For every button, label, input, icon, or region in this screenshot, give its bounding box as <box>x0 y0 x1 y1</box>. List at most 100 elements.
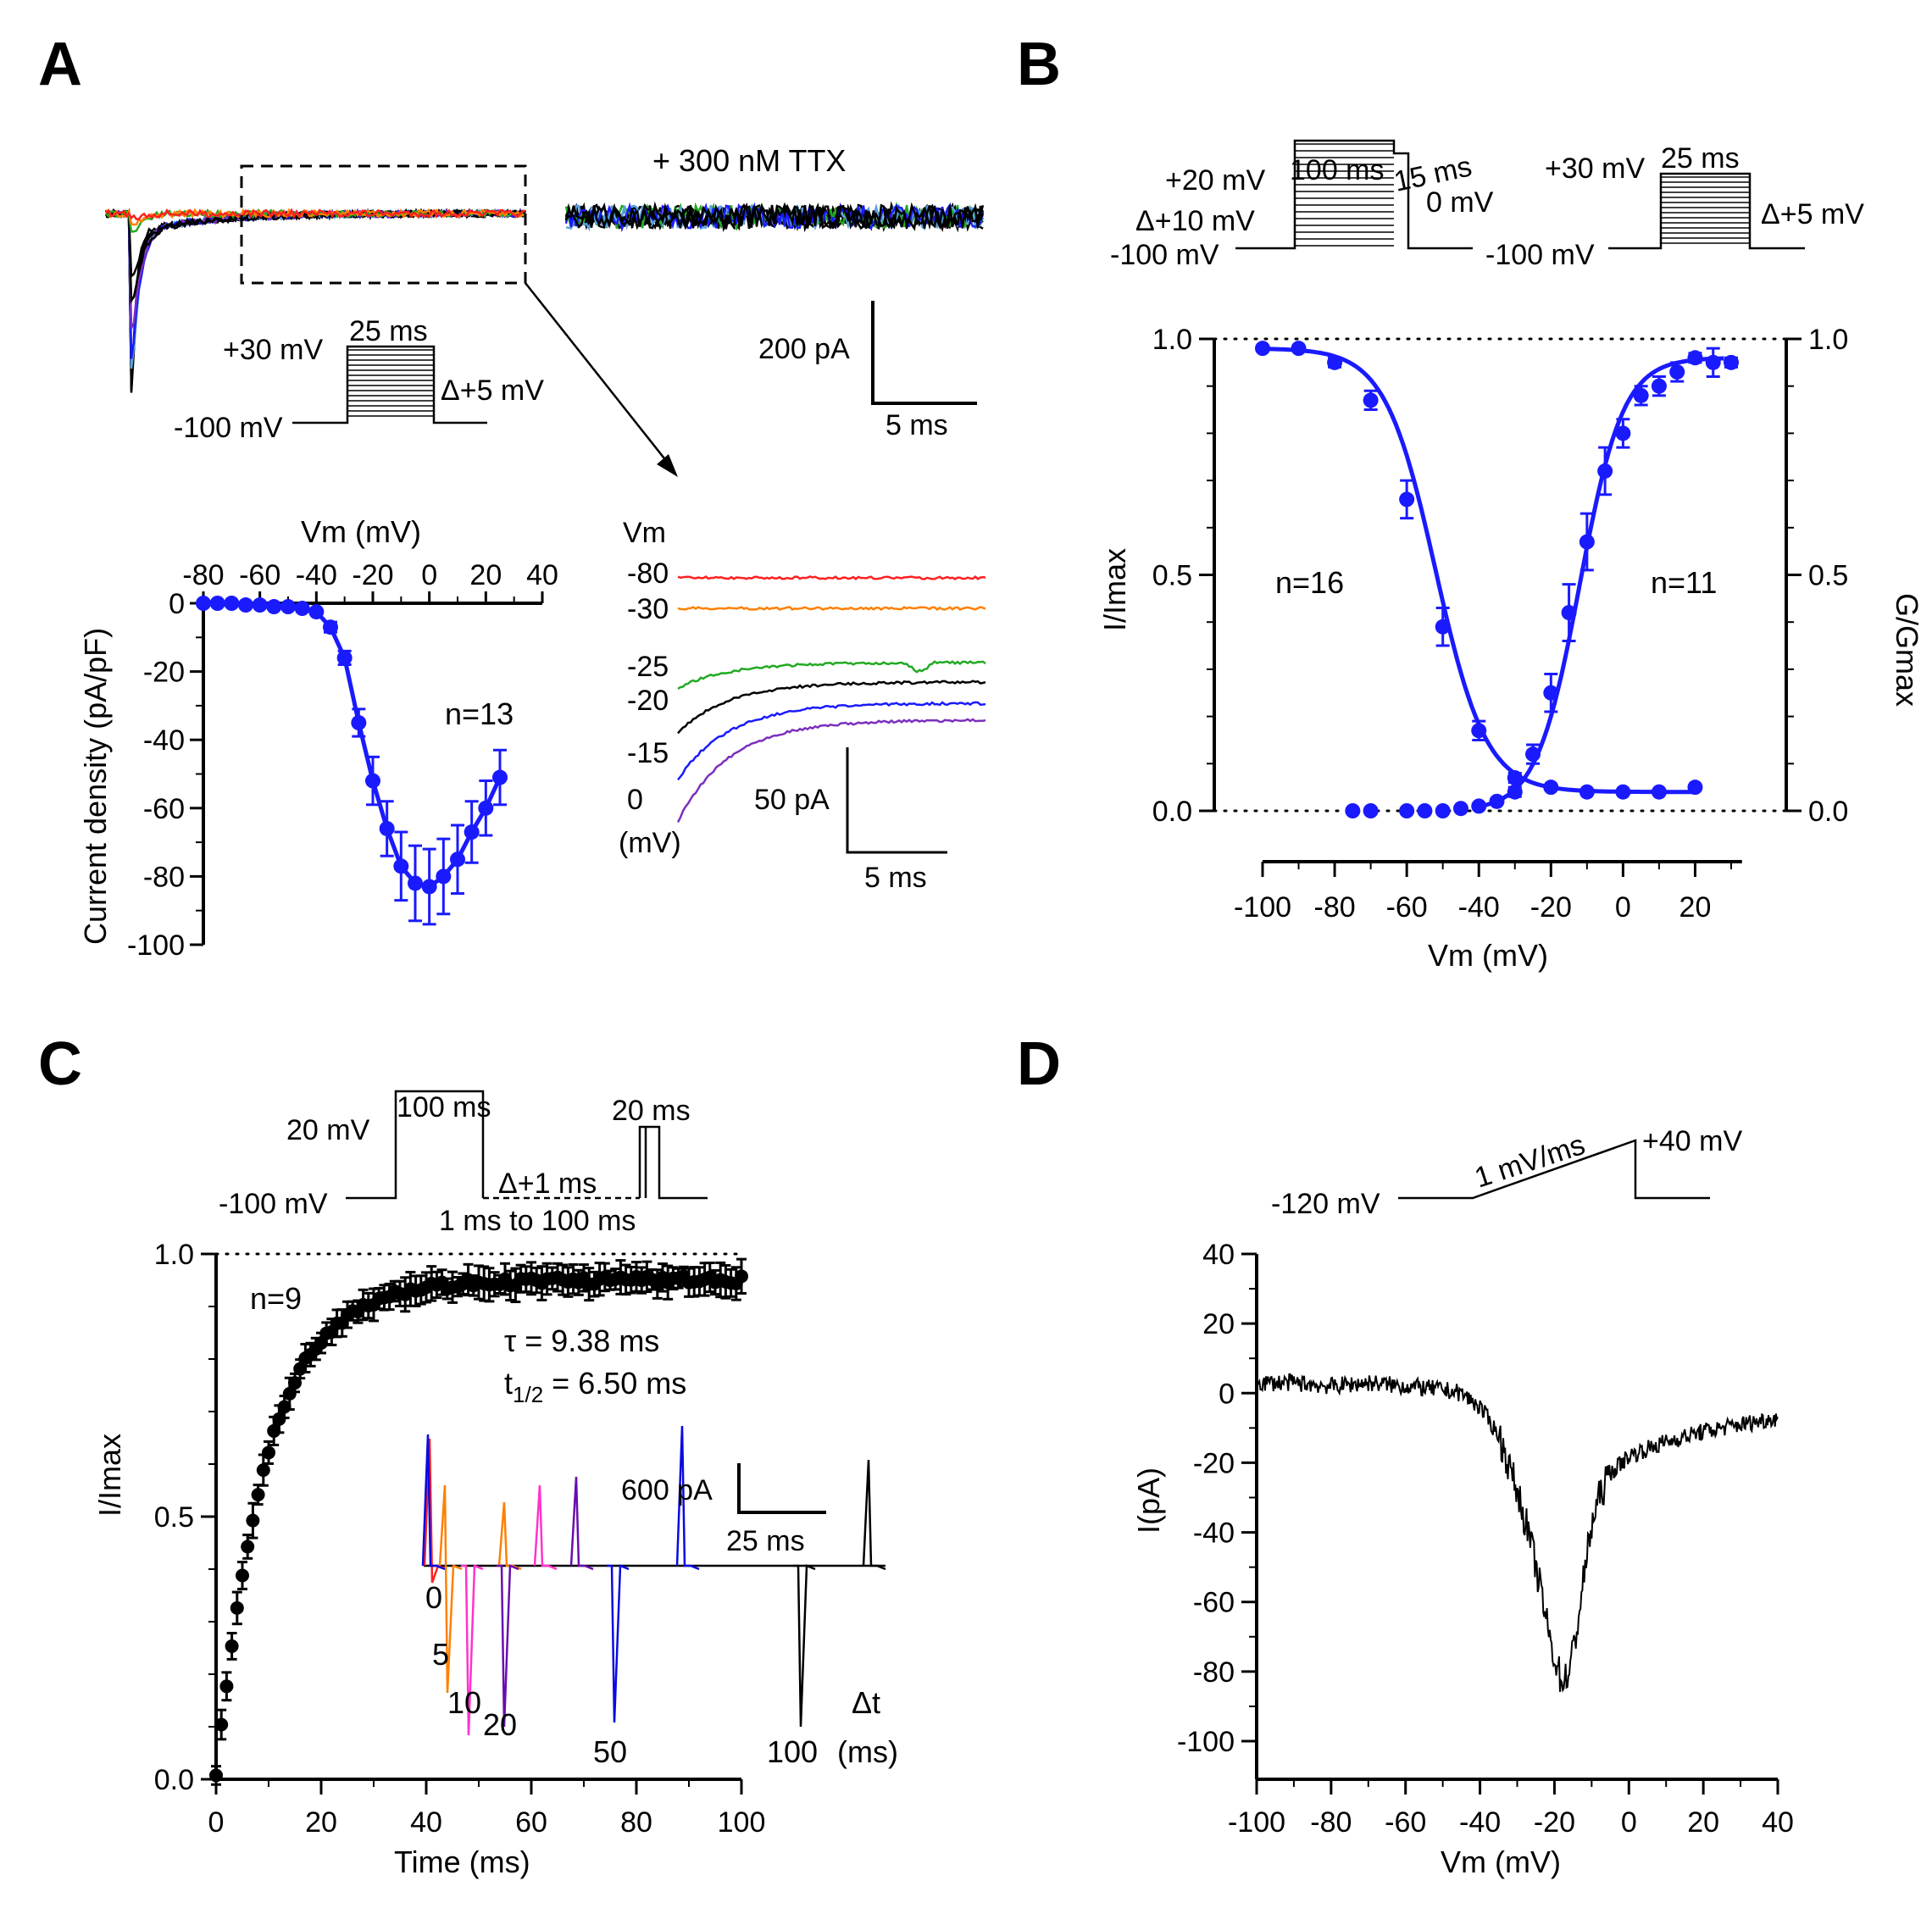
x-tick-label: -40 <box>1459 1806 1501 1839</box>
iv-data-point <box>393 858 409 874</box>
y-tick-label-left: 1.0 <box>1152 324 1192 356</box>
b-n-inactivation: n=16 <box>1275 565 1344 600</box>
panel-b: +20 mV Δ+10 mV -100 mV 100 ms 15 ms 0 mV… <box>1097 139 1924 973</box>
x-tick-label: -20 <box>1534 1806 1575 1839</box>
inactivation-data-point <box>1687 779 1703 796</box>
protocol-b-left-top: +20 mV <box>1165 164 1265 197</box>
x-tick-label: 100 <box>718 1806 766 1839</box>
x-tick-label: -20 <box>352 559 393 591</box>
zoom-arrow-line <box>525 282 675 471</box>
ramp-plot: 40 20 0 -20 -40 -60 -80 -100 -100 -80 -60 -40 -20 0 20… <box>1177 1239 1794 1839</box>
inset-spike <box>497 1501 522 1571</box>
protocol-b-right-steps <box>1661 176 1750 244</box>
inset-spike <box>569 1476 594 1571</box>
y-tick-label: 0.0 <box>154 1764 194 1796</box>
activation-data-point <box>1705 354 1721 370</box>
y-tick-label-left: 0.0 <box>1152 796 1192 828</box>
scale-bar-main <box>871 301 977 405</box>
panel-d: -120 mV 1 mV/ms +40 mV 40 20 0 -20 -40 -60 -80… <box>1131 1125 1794 1879</box>
protocol-d-top: +40 mV <box>1642 1125 1742 1157</box>
delay-label: 20 <box>483 1707 517 1742</box>
protocol-c-hold: -100 mV <box>219 1188 328 1220</box>
x-tick-label: -80 <box>1310 1806 1352 1839</box>
sodium-current-traces <box>104 207 527 393</box>
activation-data-point <box>1417 803 1433 818</box>
y-tick-label: -60 <box>1193 1587 1235 1619</box>
c-thalf: t1/2 = 6.50 ms <box>504 1366 686 1407</box>
inset-voltage-label: 0 <box>627 784 643 816</box>
inactivation-data-point <box>1651 784 1667 800</box>
recovery-data-point <box>209 1768 223 1783</box>
inset-voltage-label: -15 <box>627 737 669 769</box>
inset-trace <box>677 574 986 581</box>
y-tick-label-left: 0.5 <box>1152 560 1192 592</box>
protocol-b-right-hold: -100 mV <box>1485 239 1595 271</box>
inset-voltage-label: -80 <box>627 558 669 590</box>
x-tick-label: 20 <box>305 1806 337 1839</box>
d-ylabel: I(pA) <box>1131 1467 1166 1534</box>
ramp-current-trace <box>1256 1373 1779 1693</box>
c-ylabel: I/Imax <box>92 1434 127 1517</box>
inset-spike <box>497 1564 519 1728</box>
y-tick-label: -80 <box>1193 1656 1235 1689</box>
iv-data-point <box>196 596 211 611</box>
iv-data-point <box>209 596 225 611</box>
activation-data-point <box>1633 387 1649 403</box>
protocol-a <box>292 345 487 424</box>
inactivation-data-point <box>1435 619 1451 635</box>
x-tick-label: 20 <box>1679 891 1712 924</box>
inset-spike <box>607 1564 630 1723</box>
protocol-b-right-duration: 25 ms <box>1661 142 1740 175</box>
recovery-data-point <box>256 1463 270 1478</box>
delay-label: 100 <box>767 1734 818 1769</box>
activation-data-point <box>1561 605 1577 621</box>
inset-vm-header: Vm <box>623 517 666 549</box>
iv-data-point <box>478 800 494 816</box>
iv-data-point <box>421 879 437 895</box>
x-tick-label: 0 <box>1615 891 1631 924</box>
y-tick-label-right: 0.0 <box>1808 796 1848 828</box>
inactivation-data-point <box>1327 354 1343 370</box>
protocol-b-left <box>1235 139 1473 250</box>
inactivation-data-point <box>1579 784 1595 800</box>
recovery-data-point <box>214 1717 229 1732</box>
iv-data-point <box>436 868 452 885</box>
iv-data-point <box>450 852 465 868</box>
x-tick-label: 20 <box>1687 1806 1719 1839</box>
ttx-trace <box>565 202 985 232</box>
protocol-b-left-steps <box>1295 143 1394 247</box>
inactivation-data-point <box>1255 341 1270 357</box>
protocol-c-pulse2 <box>638 1125 708 1200</box>
iv-data-point <box>294 601 310 617</box>
iv-fit-line <box>203 601 502 890</box>
delay-label: 10 <box>447 1685 481 1720</box>
iv-xlabel: Vm (mV) <box>301 514 421 549</box>
protocol-b-left-step: Δ+10 mV <box>1135 205 1255 237</box>
current-trace <box>105 208 526 220</box>
iv-ylabel: Current density (pA/pF) <box>78 628 113 945</box>
c-tau: τ = 9.38 ms <box>504 1323 659 1358</box>
c-inset-scale-current: 600 pA <box>621 1474 713 1506</box>
ttx-traces <box>564 201 985 233</box>
protocol-c-top: 20 mV <box>286 1114 370 1146</box>
recovery-data-point <box>251 1488 265 1502</box>
protocol-d-hold: -120 mV <box>1271 1188 1380 1220</box>
x-tick-label: 60 <box>515 1806 547 1839</box>
c-thalf-prefix: t <box>504 1366 513 1401</box>
c-xlabel: Time (ms) <box>394 1845 530 1879</box>
recovery-data-point <box>225 1639 239 1653</box>
recovery-data-point <box>262 1445 275 1460</box>
x-tick-label: 0 <box>208 1806 225 1839</box>
activation-data-point <box>1615 425 1631 441</box>
inactivation-data-point <box>1399 491 1415 508</box>
recovery-data-point <box>246 1513 260 1528</box>
activation-data-point <box>1579 534 1595 550</box>
activation-data-point <box>1651 378 1667 394</box>
b-xlabel: Vm (mV) <box>1428 938 1548 973</box>
inactivation-data-point <box>1471 723 1487 739</box>
panel-c: 20 mV -100 mV 100 ms 20 ms Δ+1 ms 1 ms t… <box>92 1090 898 1879</box>
inset-spike <box>793 1564 816 1728</box>
inactivation-data-point <box>1615 784 1631 800</box>
c-inset-scale-time: 25 ms <box>726 1525 805 1557</box>
panel-a: + 300 nM TTX 200 pA 5 ms +30 mV 25 ms -1… <box>78 143 986 962</box>
